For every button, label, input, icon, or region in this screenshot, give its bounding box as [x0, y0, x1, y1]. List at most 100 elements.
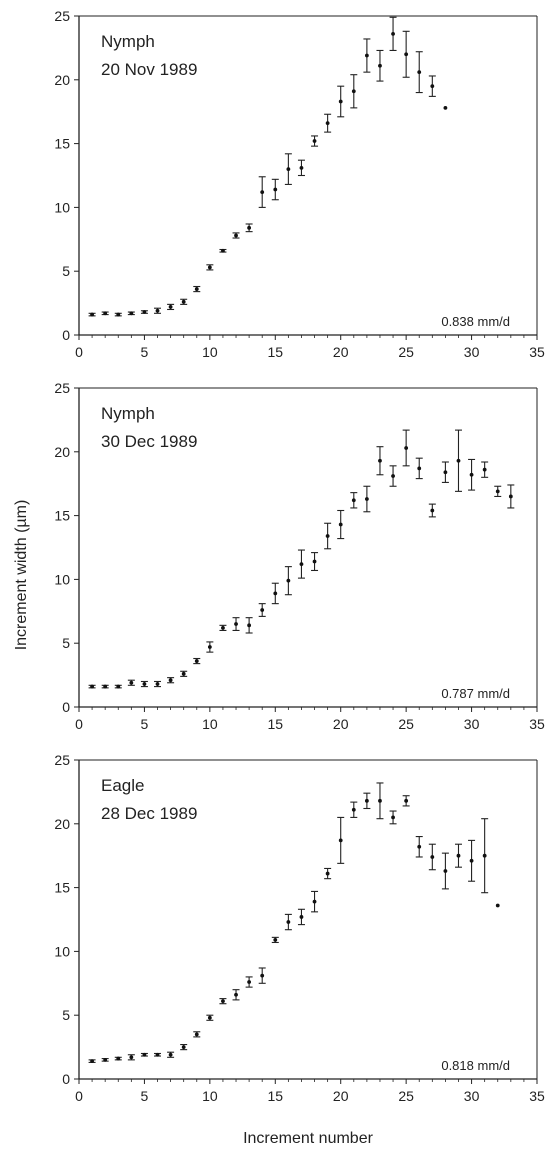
y-tick-label: 25	[54, 752, 70, 768]
data-point	[404, 798, 409, 803]
y-tick-label: 0	[62, 327, 70, 343]
y-tick-label: 25	[54, 8, 70, 24]
data-point	[351, 807, 356, 812]
data-point	[116, 684, 121, 689]
x-tick-label: 20	[333, 344, 349, 360]
data-point	[194, 287, 199, 291]
data-point	[168, 678, 173, 683]
x-tick-label: 5	[141, 1088, 149, 1104]
data-point	[443, 470, 448, 475]
data-point	[234, 622, 238, 626]
y-tick-label: 15	[54, 880, 70, 896]
data-point	[260, 608, 265, 612]
data-point	[142, 310, 147, 314]
y-tick-label: 25	[54, 380, 70, 396]
data-point	[325, 534, 330, 538]
data-point	[260, 973, 265, 978]
x-tick-label: 35	[529, 344, 545, 360]
data-point	[247, 623, 252, 628]
growth-rate-label: 0.818 mm/d	[441, 1058, 510, 1073]
panel-date: 30 Dec 1989	[101, 432, 197, 451]
data-point	[417, 70, 422, 75]
chart-panel-1: 0 5 10 15 20 25 30 35 0 5 10 15 20 25 Nymph 20 Nov 1989…	[54, 8, 545, 360]
y-tick-label: 20	[54, 816, 70, 832]
x-tick-label: 0	[75, 1088, 83, 1104]
y-tick-label: 5	[62, 263, 70, 279]
data-point	[312, 899, 317, 904]
data-point	[299, 562, 304, 566]
data-point	[443, 869, 448, 873]
x-tick-label: 20	[333, 1088, 349, 1104]
data-point	[391, 474, 395, 478]
x-tick-label: 30	[464, 344, 480, 360]
data-point	[234, 233, 238, 238]
data-point	[260, 190, 265, 194]
data-point	[207, 645, 212, 649]
data-point	[129, 1055, 134, 1060]
data-point	[155, 308, 160, 313]
data-point	[273, 591, 278, 596]
data-point	[103, 1057, 108, 1062]
data-point	[456, 853, 461, 858]
x-tick-label: 0	[75, 716, 83, 732]
data-point	[286, 920, 291, 924]
data-point	[364, 53, 369, 58]
data-point	[103, 311, 108, 316]
y-tick-label: 15	[54, 136, 70, 152]
data-point	[129, 311, 134, 316]
data-point	[430, 855, 435, 859]
data-point	[181, 1045, 186, 1049]
data-point	[508, 494, 513, 499]
panel-date: 20 Nov 1989	[101, 60, 197, 79]
panel-title: Eagle	[101, 776, 144, 795]
data-point	[364, 798, 369, 803]
data-point	[207, 265, 212, 270]
data-point	[90, 1059, 94, 1064]
data-point	[142, 682, 147, 686]
chart-panel-3: 0 5 10 15 20 25 30 35 0 5 10 15 20 25 Eagle 28 Dec 1989…	[54, 752, 545, 1104]
data-point	[286, 167, 291, 172]
y-tick-label: 20	[54, 444, 70, 460]
data-point	[142, 1052, 147, 1057]
data-point	[221, 625, 225, 630]
x-tick-label: 15	[267, 344, 283, 360]
panel-date: 28 Dec 1989	[101, 804, 197, 823]
x-tick-label: 5	[141, 716, 149, 732]
x-tick-label: 10	[202, 716, 218, 732]
data-point	[234, 992, 238, 997]
data-point	[181, 299, 186, 304]
x-tick-label: 35	[529, 1088, 545, 1104]
x-tick-label: 30	[464, 716, 480, 732]
data-point	[273, 187, 278, 192]
data-point	[194, 1032, 199, 1037]
data-point	[482, 853, 487, 858]
data-point	[456, 458, 461, 463]
x-tick-label: 0	[75, 344, 83, 360]
data-point	[116, 312, 121, 317]
data-point	[221, 999, 225, 1004]
data-point	[391, 815, 395, 820]
data-point	[430, 508, 435, 513]
x-tick-label: 30	[464, 1088, 480, 1104]
y-tick-label: 10	[54, 571, 70, 587]
data-point	[404, 52, 409, 57]
data-point	[116, 1056, 121, 1061]
data-point	[325, 121, 330, 126]
data-point	[338, 522, 343, 527]
data-point	[168, 305, 173, 309]
x-tick-label: 10	[202, 1088, 218, 1104]
x-tick-label: 15	[267, 716, 283, 732]
data-point	[181, 671, 186, 676]
data-point	[90, 312, 94, 317]
data-point	[351, 498, 356, 503]
y-tick-label: 15	[54, 508, 70, 524]
data-point	[247, 225, 252, 230]
y-tick-label: 5	[62, 1007, 70, 1023]
data-point	[338, 99, 343, 104]
data-point	[221, 248, 225, 253]
data-point	[351, 89, 356, 94]
data-point	[312, 559, 317, 564]
data-point	[495, 489, 500, 494]
y-tick-label: 5	[62, 635, 70, 651]
